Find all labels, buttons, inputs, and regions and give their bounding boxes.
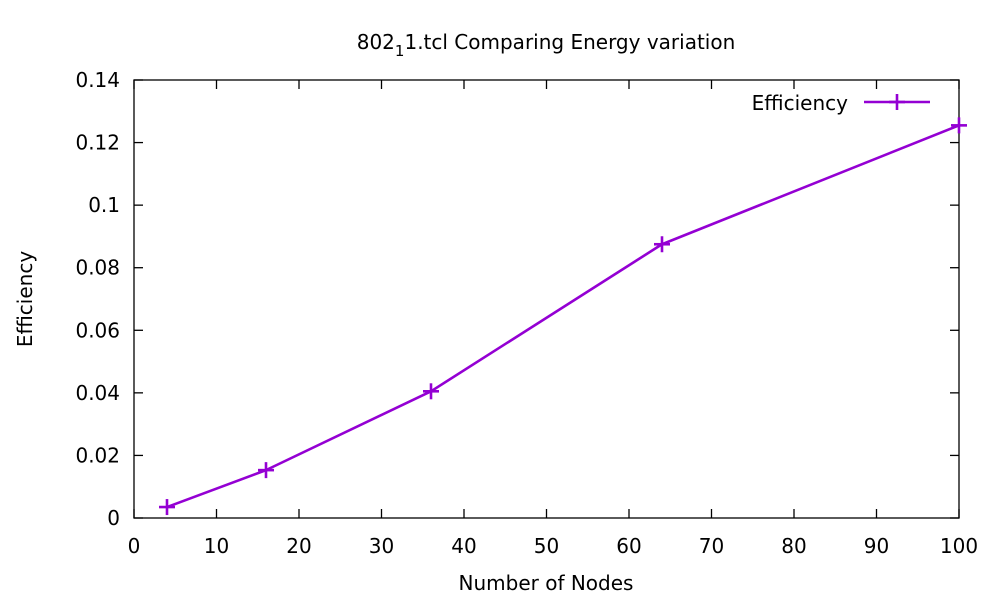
- x-tick-label: 90: [864, 534, 889, 558]
- data-point-marker: [654, 236, 670, 253]
- x-tick-label: 70: [699, 534, 724, 558]
- y-tick-label: 0.02: [75, 443, 120, 467]
- x-axis-title: Number of Nodes: [459, 571, 634, 595]
- chart-title-subscript: 1: [395, 42, 405, 60]
- x-tick-label: 30: [369, 534, 394, 558]
- data-point-marker: [159, 499, 175, 516]
- legend-label: Efficiency: [752, 91, 849, 115]
- y-tick-label: 0.06: [75, 318, 120, 342]
- x-tick-label: 20: [286, 534, 311, 558]
- chart-title-prefix: 802: [357, 30, 395, 54]
- chart-title: 80211.tcl Comparing Energy variation: [357, 30, 736, 60]
- axis-ticks: [133, 79, 960, 519]
- y-tick-label: 0.12: [75, 131, 120, 155]
- y-axis-tick-labels: 0 0.02 0.04 0.06 0.08 0.1 0.12 0.14: [75, 68, 120, 530]
- x-tick-label: 80: [781, 534, 806, 558]
- series-line-efficiency: [166, 124, 960, 509]
- x-tick-label: 60: [616, 534, 641, 558]
- legend-marker-plus: [889, 94, 905, 110]
- x-tick-label: 0: [128, 534, 141, 558]
- y-tick-label: 0.1: [88, 193, 120, 217]
- y-tick-label: 0.14: [75, 68, 120, 92]
- legend-plus-marker: [889, 94, 905, 110]
- y-tick-label: 0.04: [75, 381, 120, 405]
- x-tick-label: 50: [534, 534, 559, 558]
- legend: Efficiency: [752, 91, 930, 115]
- chart-title-suffix: 1.tcl Comparing Energy variation: [404, 30, 735, 54]
- y-tick-label: 0: [107, 506, 120, 530]
- data-point-marker: [951, 117, 967, 134]
- plot-frame: [133, 79, 960, 519]
- x-axis-tick-labels: 0 10 20 30 40 50 60 70 80 90 100: [128, 534, 978, 558]
- x-tick-label: 100: [940, 534, 978, 558]
- y-axis-title: Efficiency: [13, 251, 37, 348]
- y-tick-label: 0.08: [75, 256, 120, 280]
- x-tick-label: 40: [451, 534, 476, 558]
- series-markers-efficiency: [159, 117, 967, 516]
- data-point-marker: [258, 462, 274, 479]
- x-tick-label: 10: [204, 534, 229, 558]
- data-point-marker: [423, 383, 439, 400]
